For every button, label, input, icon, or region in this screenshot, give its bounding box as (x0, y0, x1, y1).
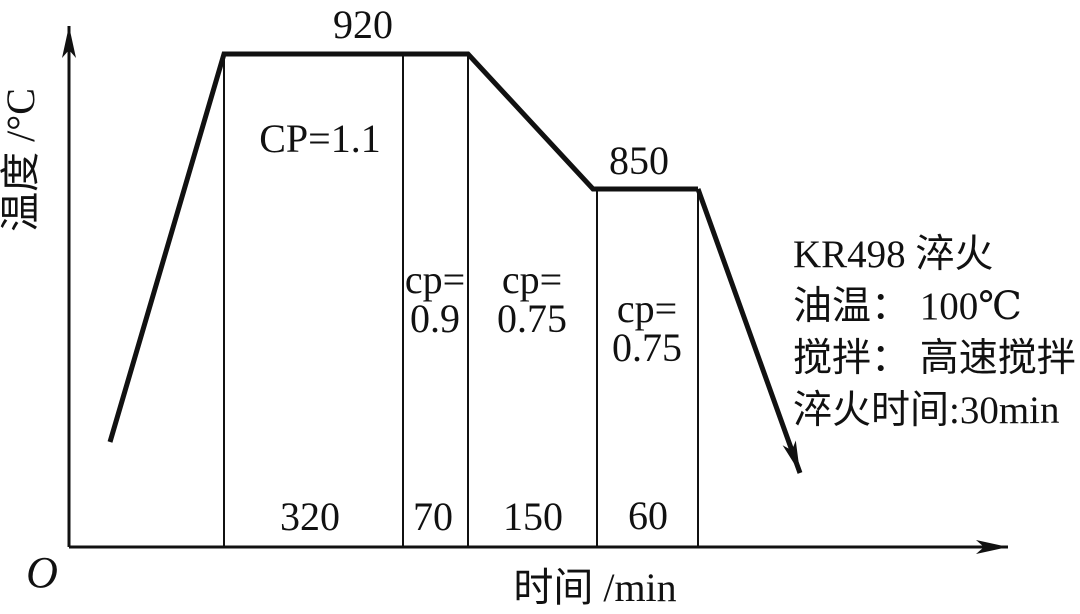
y-axis-title: 温度 /°C (0, 88, 43, 232)
stage4-cp-value: 0.75 (612, 325, 682, 370)
origin-label: O (26, 548, 58, 597)
quench-note-line-1: KR498 淬火 (793, 233, 993, 276)
stage2-cp-value: 0.9 (410, 296, 460, 341)
stage1-duration-label: 320 (280, 494, 340, 539)
quench-arrow (695, 188, 803, 474)
peak-temp-label: 920 (333, 2, 393, 47)
stage3-cp-value: 0.75 (497, 296, 567, 341)
stage2-cp-label: cp= (405, 257, 465, 302)
quench-note-line-4: 淬火时间:30min (793, 389, 1060, 432)
stage3-cp-label: cp= (502, 257, 562, 302)
x-axis-title: 时间 /min (513, 565, 676, 610)
temperature-profile-line (107, 51, 698, 443)
quench-note-line-2: 油温： 100℃ (793, 285, 1022, 328)
quench-note-line-3: 搅拌： 高速搅拌 (793, 337, 1076, 380)
soak-temp-label: 850 (609, 138, 669, 183)
stage4-cp-label: cp= (617, 286, 677, 331)
stage2-duration-label: 70 (413, 494, 453, 539)
stage3-duration-label: 150 (503, 494, 563, 539)
stage1-cp-label: CP=1.1 (259, 116, 380, 161)
stage4-duration-label: 60 (628, 493, 668, 538)
